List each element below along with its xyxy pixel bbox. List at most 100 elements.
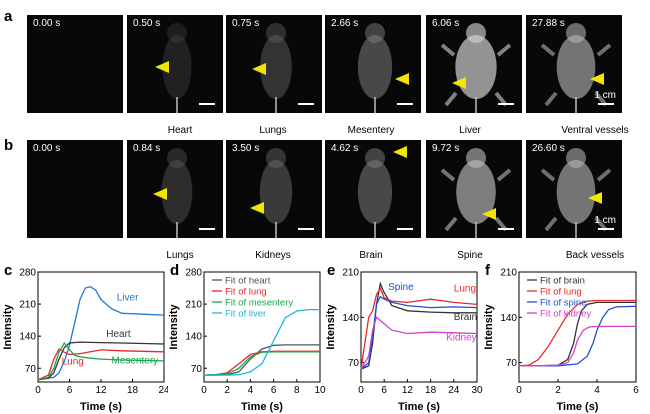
series-line-lung: [360, 286, 478, 370]
series-annotation: Lung: [62, 357, 84, 368]
legend-entry: Fit of lung: [225, 287, 267, 298]
x-tick-label: 0: [35, 385, 41, 396]
y-tick-label: 70: [191, 364, 203, 375]
chart-c: 0 6 12 18 24 70 140 210 280 Time (s) Intensity Live…: [2, 268, 168, 414]
panel-label-b: b: [4, 137, 14, 154]
mouse-silhouette: [440, 23, 512, 113]
x-tick-label: 2: [224, 385, 230, 396]
scale-bar: [298, 103, 314, 105]
x-tick-label: 18: [127, 385, 139, 396]
scale-bar: [199, 228, 215, 230]
legend-entry: Fit of kidney: [540, 309, 591, 320]
series-line-kidney: [360, 316, 478, 370]
series-line-brain: [360, 281, 477, 370]
y-tick-label: 140: [342, 313, 359, 324]
x-axis-label: Time (s): [398, 401, 440, 413]
mouse-silhouette: [357, 23, 393, 113]
scale-bar-label: 1 cm: [594, 90, 616, 101]
x-tick-label: 24: [448, 385, 460, 396]
scale-bar: [397, 228, 413, 230]
series-line-fit-of-heart: [204, 344, 320, 376]
y-tick-label: 280: [19, 268, 36, 279]
x-tick-label: 24: [158, 385, 168, 396]
x-tick-label: 10: [314, 385, 326, 396]
chart-d: 0 2 4 6 8 10 70 140 210 280 Time (s) Intensity Fit o…: [168, 268, 326, 414]
series-annotation: Mesentery: [112, 356, 159, 367]
x-tick-label: 0: [516, 385, 522, 396]
organ-label-mesentery: Mesentery: [347, 125, 395, 136]
x-tick-label: 6: [381, 385, 387, 396]
mouse-silhouette: [162, 23, 192, 113]
chart-e: 0 6 12 18 24 30 70 140 210 Time (s) Intensity Spine…: [325, 268, 483, 414]
x-tick-label: 0: [358, 385, 364, 396]
x-tick-label: 18: [425, 385, 437, 396]
frame-timestamp: 9.72 s: [432, 143, 460, 154]
series-annotation: Lung: [454, 283, 476, 294]
series-line-mesentery: [37, 341, 165, 381]
y-tick-label: 140: [500, 313, 517, 324]
frame-timestamp: 0.75 s: [232, 18, 260, 29]
yellow-arrow-icon: [153, 188, 167, 200]
frame-timestamp: 0.84 s: [133, 143, 161, 154]
x-tick-label: 8: [294, 385, 300, 396]
organ-label-kidneys: Kidneys: [255, 250, 291, 261]
series-line-fit-of-mesentery: [203, 351, 320, 376]
y-tick-label: 210: [342, 268, 359, 279]
panel-label-a: a: [4, 8, 13, 25]
legend-entry: Fit of mesentery: [225, 298, 293, 309]
fluorescence-frame: 27.88 s 1 cm: [526, 15, 622, 113]
y-tick-label: 210: [500, 268, 517, 279]
y-tick-label: 70: [25, 364, 37, 375]
yellow-arrow-icon: [250, 202, 264, 214]
fluorescence-frame: 6.06 s: [426, 15, 522, 113]
mouse-silhouette: [440, 148, 512, 238]
frame-timestamp: 2.66 s: [331, 18, 359, 29]
yellow-arrow-icon: [590, 73, 604, 85]
yellow-arrow-icon: [393, 146, 407, 158]
x-tick-label: 6: [67, 385, 73, 396]
frame-timestamp: 0.00 s: [33, 143, 61, 154]
legend-entry: Fit of brain: [540, 276, 585, 287]
fluorescence-frame: 0.84 s: [127, 140, 223, 238]
legend-entry: Fit of lung: [540, 287, 582, 298]
y-tick-label: 140: [185, 332, 202, 343]
panel-label-e: e: [327, 262, 336, 279]
organ-label-back-vessels: Back vessels: [565, 250, 625, 261]
series-annotation: Heart: [106, 329, 131, 340]
y-axis-label: Intensity: [483, 304, 495, 350]
mouse-silhouette: [259, 148, 293, 238]
fluorescence-frame: 3.50 s: [226, 140, 322, 238]
scale-bar: [598, 103, 614, 105]
x-tick-label: 6: [633, 385, 639, 396]
legend-entry: Fit of liver: [225, 309, 266, 320]
x-axis-label: Time (s): [80, 401, 122, 413]
mouse-silhouette: [260, 23, 292, 113]
series-line-heart: [37, 341, 165, 381]
scale-bar: [298, 228, 314, 230]
fluorescence-frame: 26.60 s 1 cm: [526, 140, 622, 238]
yellow-arrow-icon: [252, 63, 266, 75]
organ-label-brain: Brain: [359, 250, 383, 261]
frame-timestamp: 6.06 s: [432, 18, 460, 29]
frame-timestamp: 27.88 s: [532, 18, 565, 29]
panel-label-c: c: [4, 262, 13, 279]
series-line-lung: [37, 348, 165, 381]
y-tick-label: 70: [506, 358, 518, 369]
y-tick-label: 210: [185, 300, 202, 311]
series-line-liver: [37, 285, 165, 381]
chart-f: 0 2 4 6 70 140 210 Time (s) Intensity Fit of brai…: [483, 268, 639, 414]
x-axis-label: Time (s): [241, 401, 283, 413]
x-tick-label: 6: [271, 385, 277, 396]
legend-entry: Fit of spine: [540, 298, 586, 309]
y-tick-label: 140: [19, 332, 36, 343]
organ-label-spine: Spine: [457, 250, 483, 261]
organ-label-lungs-b: Lungs: [166, 250, 194, 261]
plot-frame: [203, 271, 321, 383]
x-tick-label: 2: [555, 385, 561, 396]
fluorescence-frame: 9.72 s: [426, 140, 522, 238]
series-annotation: Spine: [388, 282, 414, 293]
panel-label-d: d: [170, 262, 180, 279]
frame-timestamp: 0.50 s: [133, 18, 161, 29]
frame-timestamp: 3.50 s: [232, 143, 260, 154]
series-line-spine: [360, 295, 478, 370]
